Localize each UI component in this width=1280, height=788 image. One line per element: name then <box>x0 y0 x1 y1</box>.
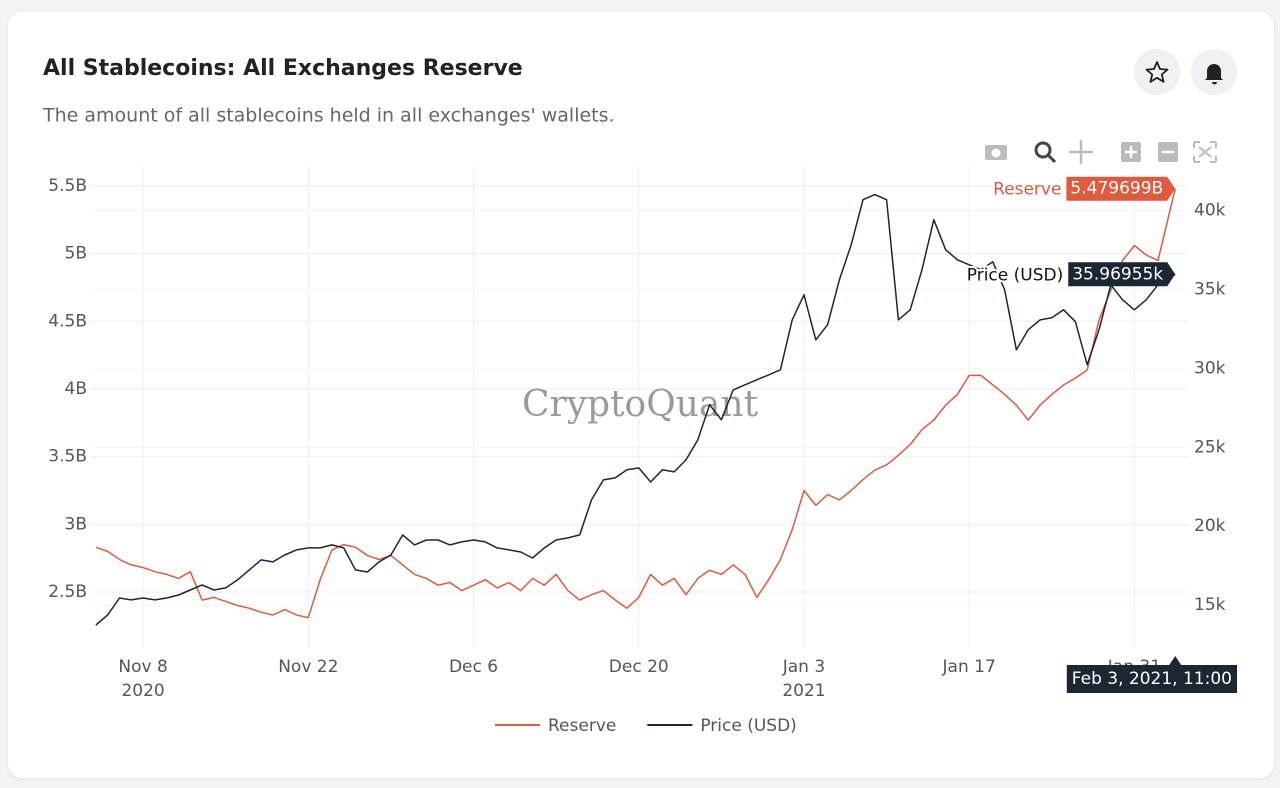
x-tick-label: Dec 6 <box>449 657 498 677</box>
y-tick-label: 5.5B <box>48 176 87 196</box>
legend-label: Price (USD) <box>700 716 796 736</box>
hover-series-name: Reserve <box>993 180 1061 200</box>
series-line <box>95 188 1176 619</box>
star-button[interactable] <box>1134 49 1180 95</box>
pan-button[interactable] <box>1069 140 1093 164</box>
title: All Stablecoins: All Exchanges Reserve <box>43 56 523 81</box>
hover-x-label: Feb 3, 2021, 11:00 <box>1066 656 1237 693</box>
hover-value: 5.479699B <box>1070 179 1163 199</box>
subtitle: The amount of all stablecoins held in al… <box>42 105 615 127</box>
hover-label: 5.479699B Reserve <box>991 176 1176 202</box>
y-tick-label: 4B <box>65 379 87 399</box>
y2-tick-label: 35k <box>1194 280 1226 300</box>
x-tick-label: Nov 8 <box>118 657 167 677</box>
hover-x-box <box>1066 656 1237 693</box>
camera-button[interactable] <box>985 145 1007 160</box>
alert-button[interactable] <box>1191 49 1237 95</box>
zoom-button[interactable] <box>1034 141 1057 164</box>
hover-value: 35.96955k <box>1072 264 1163 284</box>
legend-label: Reserve <box>548 716 616 736</box>
hover-box <box>1066 176 1176 201</box>
y-tick-label: 3.5B <box>48 447 87 467</box>
zoom-out-button[interactable] <box>1158 142 1178 162</box>
y2-tick-label: 30k <box>1194 358 1226 378</box>
toolbar <box>985 140 1217 164</box>
hover-label: 35.96955k Price (USD) <box>965 262 1176 287</box>
y-tick-label: 3B <box>65 514 87 534</box>
y2-tick-label: 20k <box>1194 516 1226 536</box>
x-tick-label: Nov 22 <box>278 657 338 677</box>
x-tick-label: Jan 3 <box>782 657 825 677</box>
x-tick-year: 2020 <box>121 681 164 701</box>
x-tick-label: Jan 17 <box>942 657 996 677</box>
y2-tick-label: 15k <box>1194 595 1226 615</box>
y-tick-label: 4.5B <box>48 311 87 331</box>
y2-tick-label: 25k <box>1194 437 1226 457</box>
watermark: CryptoQuant <box>522 384 759 425</box>
legend: Reserve Price (USD) <box>495 716 797 736</box>
hover-x-text: Feb 3, 2021, 11:00 <box>1072 669 1232 689</box>
y-tick-label: 2.5B <box>48 582 87 602</box>
series-line <box>95 193 1176 626</box>
card <box>8 12 1274 778</box>
y2-tick-label: 40k <box>1194 201 1226 221</box>
reset-button[interactable] <box>1193 141 1217 163</box>
x-tick-label: Dec 20 <box>609 657 669 677</box>
hover-series-name: Price (USD) <box>967 265 1063 285</box>
hover-box <box>1068 262 1176 287</box>
x-tick-year: 2021 <box>782 681 825 701</box>
y-tick-label: 5B <box>65 244 87 264</box>
zoom-in-button[interactable] <box>1121 142 1141 162</box>
